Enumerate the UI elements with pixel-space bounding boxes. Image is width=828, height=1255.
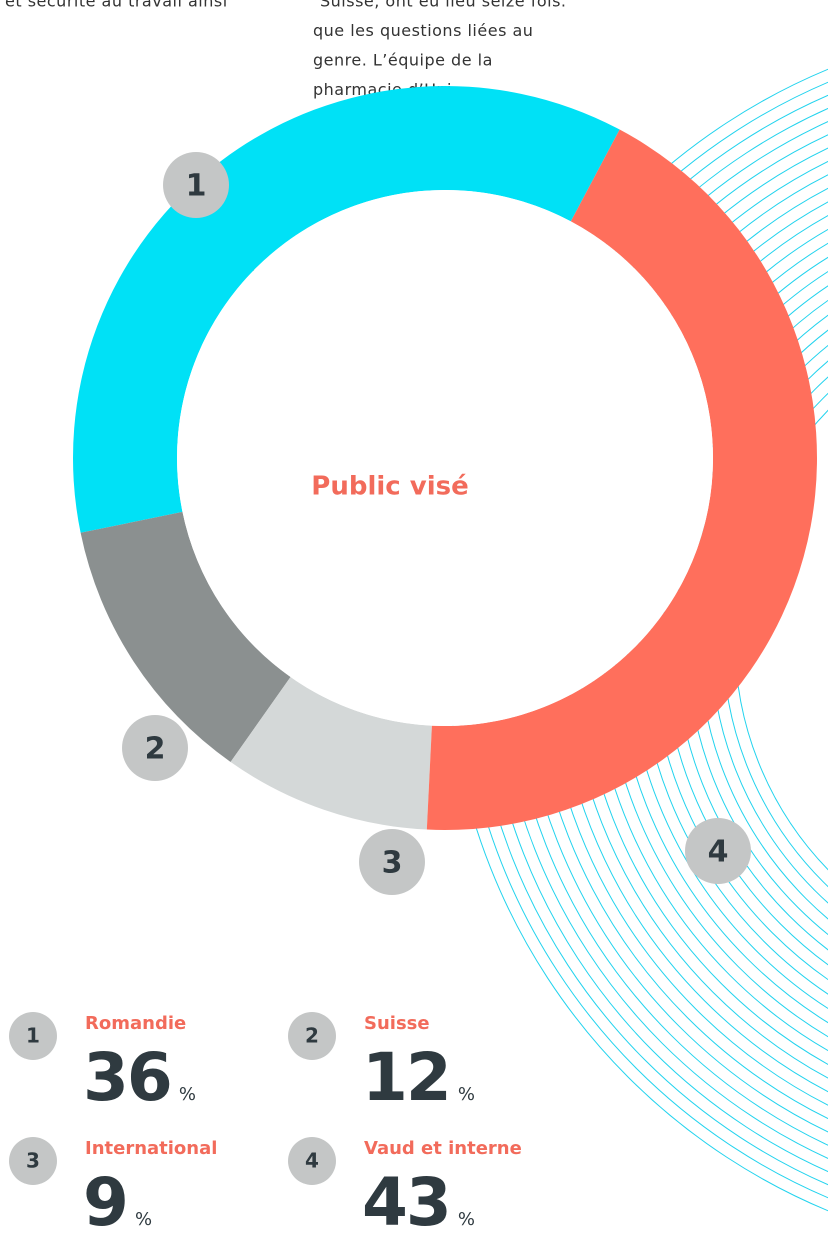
badge-number: 3 xyxy=(382,846,403,881)
text-line: Suisse, ont eu lieu seize fois. xyxy=(320,0,567,11)
legend-value: 12 xyxy=(362,1039,450,1116)
badge-number: 2 xyxy=(145,732,166,767)
badge-number: 1 xyxy=(186,169,207,204)
legend-category: Vaud et interne xyxy=(364,1138,522,1159)
infographic: et sécurité au travail ainsi que les ques… xyxy=(0,0,828,1255)
legend-unit: % xyxy=(458,1209,475,1230)
center-label: Public visé xyxy=(311,472,468,502)
text-line: et sécurité au travail ainsi xyxy=(5,0,228,11)
text-line: genre. L’équipe de la xyxy=(313,51,493,70)
legend-value: 43 xyxy=(362,1164,450,1241)
legend: 1 Romandie 36% 2 Suisse 12% 3 International 9% 4 V… xyxy=(9,1012,522,1241)
legend-value: 36 xyxy=(83,1039,171,1116)
legend-unit: % xyxy=(179,1084,196,1105)
badge-number: 4 xyxy=(708,835,729,870)
text-line: que les questions liées au xyxy=(313,21,533,40)
legend-number: 3 xyxy=(26,1149,40,1173)
legend-number: 1 xyxy=(26,1024,40,1048)
legend-unit: % xyxy=(135,1209,152,1230)
legend-number: 2 xyxy=(305,1024,319,1048)
donut-hole xyxy=(177,190,713,726)
legend-category: Suisse xyxy=(364,1013,430,1034)
legend-category: Romandie xyxy=(85,1013,186,1034)
legend-category: International xyxy=(85,1138,217,1159)
legend-value: 9 xyxy=(83,1164,127,1241)
legend-unit: % xyxy=(458,1084,475,1105)
legend-number: 4 xyxy=(305,1149,319,1173)
